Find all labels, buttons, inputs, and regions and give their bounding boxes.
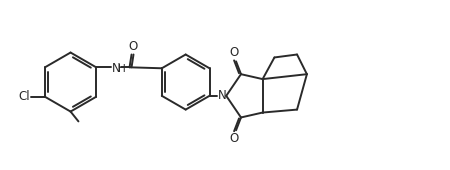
Text: Cl: Cl — [18, 90, 30, 103]
Text: O: O — [230, 132, 238, 145]
Text: N: N — [218, 89, 227, 102]
Text: O: O — [128, 40, 137, 53]
Text: N: N — [112, 62, 121, 75]
Text: O: O — [230, 46, 238, 60]
Text: H: H — [118, 64, 126, 74]
